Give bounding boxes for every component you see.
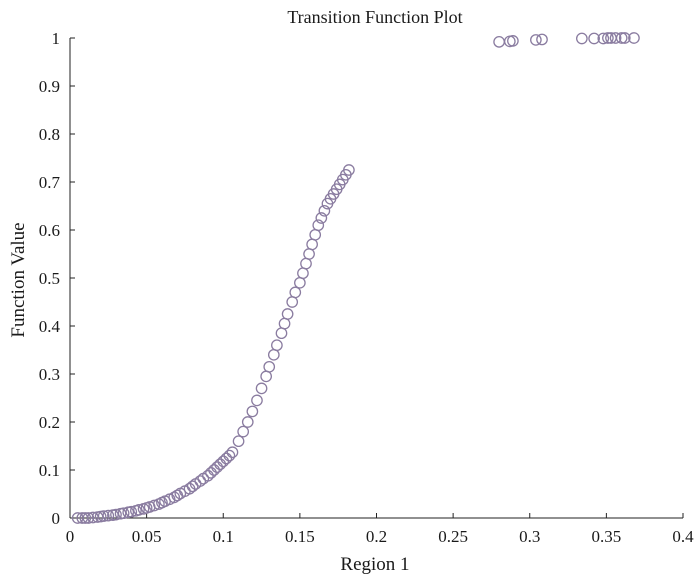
y-tick-label: 1	[52, 29, 61, 48]
data-point	[297, 267, 309, 280]
y-tick-label: 0.7	[39, 173, 61, 192]
data-point	[618, 32, 631, 44]
data-point	[267, 348, 280, 361]
data-point	[609, 32, 622, 44]
data-point	[168, 491, 181, 504]
data-point	[275, 327, 288, 340]
ticks: 0 0.05 0.1 0.15 0.2 0.25 0.3 0.35 0.4 0 0.1 0.2 0.3 0…	[39, 29, 694, 546]
data-point	[255, 382, 268, 395]
y-tick-label: 0.9	[39, 77, 60, 96]
data-point	[576, 32, 588, 45]
x-axis-label: Region 1	[340, 554, 409, 575]
x-tick-label: 0.3	[519, 527, 540, 546]
data-point	[79, 512, 92, 524]
data-point	[303, 248, 315, 260]
data-point	[315, 212, 328, 224]
y-tick-label: 0.5	[39, 269, 60, 288]
axes	[69, 38, 683, 519]
x-tick-label: 0.1	[213, 527, 234, 546]
data-point	[536, 33, 548, 46]
data-point	[246, 405, 259, 418]
y-tick-label: 0.4	[39, 317, 61, 336]
data-point	[97, 510, 110, 522]
data-point	[186, 480, 199, 493]
y-tick-label: 0.8	[39, 125, 60, 144]
data-point	[263, 360, 276, 373]
data-point	[133, 503, 145, 516]
data-point	[312, 219, 325, 232]
y-tick-label: 0.1	[39, 461, 60, 480]
data-point	[125, 505, 138, 518]
data-point	[271, 339, 283, 352]
x-tick-label: 0.15	[285, 527, 315, 546]
data-point	[597, 32, 610, 45]
data-point	[82, 512, 95, 524]
data-point	[241, 416, 254, 428]
data-point	[493, 35, 505, 48]
x-tick-label: 0.4	[672, 527, 694, 546]
data-point	[628, 32, 640, 44]
data-point	[588, 32, 600, 45]
data-point	[237, 425, 250, 438]
data-point	[318, 204, 331, 217]
data-point	[214, 458, 227, 471]
data-point	[205, 467, 217, 479]
x-tick-label: 0.35	[592, 527, 622, 546]
data-point	[110, 508, 122, 521]
data-point	[117, 507, 130, 520]
y-tick-label: 0.3	[39, 365, 60, 384]
data-point	[294, 276, 306, 289]
data-point	[530, 34, 542, 46]
data-point	[220, 452, 233, 465]
data-point	[281, 308, 294, 320]
data-points	[71, 32, 640, 524]
data-point	[208, 464, 220, 476]
data-point	[615, 32, 628, 44]
data-point	[211, 461, 223, 473]
y-tick-label: 0.6	[39, 221, 60, 240]
data-point	[251, 394, 263, 407]
x-tick-label: 0.2	[366, 527, 387, 546]
data-point	[217, 455, 230, 468]
data-point	[223, 449, 236, 462]
y-axis-label: Function Value	[8, 222, 29, 337]
data-point	[286, 296, 299, 308]
data-point	[289, 286, 302, 299]
chart-title: Transition Function Plot	[287, 7, 462, 27]
data-point	[148, 499, 161, 512]
data-point	[309, 228, 322, 241]
x-tick-label: 0	[66, 527, 75, 546]
y-tick-label: 0	[52, 509, 61, 528]
data-point	[343, 164, 355, 176]
data-point	[226, 446, 239, 459]
data-point	[306, 238, 318, 251]
data-point	[507, 35, 519, 47]
data-point	[232, 435, 245, 448]
data-point	[102, 509, 115, 522]
data-point	[300, 257, 312, 270]
y-tick-label: 0.2	[39, 413, 60, 432]
data-point	[260, 370, 273, 383]
data-point	[602, 32, 614, 44]
x-tick-label: 0.05	[132, 527, 162, 546]
data-point	[278, 317, 291, 330]
x-tick-label: 0.25	[438, 527, 468, 546]
